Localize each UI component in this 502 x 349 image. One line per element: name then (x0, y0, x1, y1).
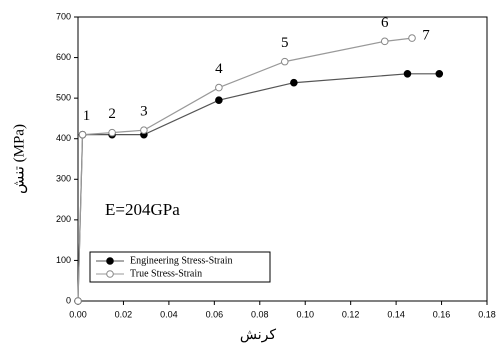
x-tick-label: 0.16 (433, 309, 451, 319)
y-tick-label: 0 (66, 295, 71, 305)
x-tick-label: 0.02 (115, 309, 133, 319)
point-label: 6 (381, 15, 389, 31)
y-tick-label: 300 (56, 174, 71, 184)
data-point (140, 126, 148, 134)
point-label: 1 (83, 108, 91, 124)
legend-label: Engineering Stress-Strain (130, 255, 232, 266)
data-point (215, 96, 223, 104)
legend-box (89, 251, 271, 283)
data-point (78, 130, 87, 139)
y-tick-label: 500 (56, 93, 71, 103)
y-tick-label: 200 (56, 214, 71, 224)
legend-label: True Stress-Strain (130, 268, 202, 279)
y-axis-label: تنش (MPa) (11, 124, 27, 194)
y-tick-label: 100 (56, 255, 71, 265)
y-tick-label: 400 (56, 133, 71, 143)
data-point (108, 128, 116, 137)
data-point (215, 83, 223, 92)
data-point (380, 37, 389, 46)
x-tick-label: 0.00 (69, 309, 87, 319)
x-tick-label: 0.18 (478, 309, 496, 319)
point-label: 5 (281, 35, 289, 51)
x-tick-label: 0.14 (387, 309, 405, 319)
x-axis-label: کرنش (240, 328, 276, 343)
legend-marker (106, 257, 114, 265)
data-point (280, 57, 289, 66)
y-tick-label: 600 (56, 52, 71, 62)
series-line (77, 37, 413, 302)
point-label: 4 (215, 61, 223, 77)
x-tick-label: 0.06 (206, 309, 224, 319)
plot-frame (77, 16, 488, 302)
data-point (403, 70, 412, 78)
data-point (408, 34, 416, 42)
data-point (435, 70, 444, 78)
point-label: 3 (140, 104, 148, 120)
data-point (74, 297, 82, 305)
legend-marker (106, 270, 114, 278)
point-label: 7 (422, 28, 430, 44)
x-tick-label: 0.04 (160, 309, 178, 319)
x-tick-label: 0.12 (342, 309, 360, 319)
x-tick-label: 0.10 (296, 309, 314, 319)
x-tick-label: 0.08 (251, 309, 269, 319)
point-label: 2 (108, 106, 116, 122)
y-tick-label: 700 (56, 11, 71, 21)
modulus-note: E=204GPa (105, 200, 180, 219)
data-point (290, 78, 298, 87)
